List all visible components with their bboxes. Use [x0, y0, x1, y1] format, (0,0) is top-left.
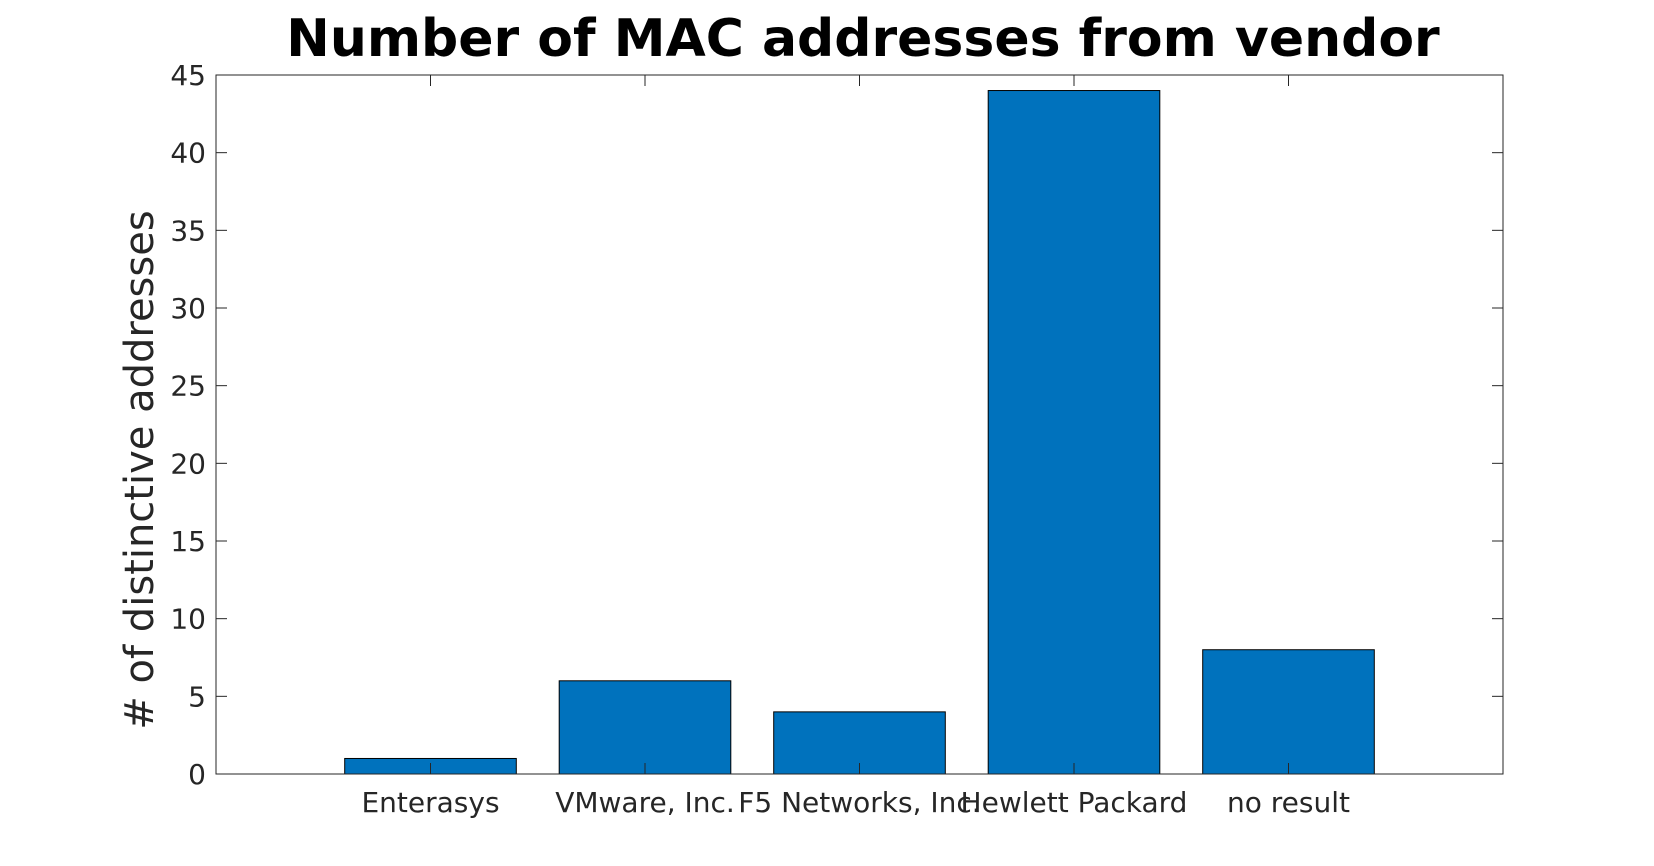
x-tick-label: F5 Networks, Inc. [738, 786, 980, 819]
x-tick-label: VMware, Inc. [555, 786, 735, 819]
plot-area-frame [215, 74, 1504, 775]
y-tick-label: 0 [188, 758, 206, 791]
y-axis-label: # of distinctive addresses [117, 210, 163, 729]
x-tick-label: Enterasys [361, 786, 499, 819]
y-tick-label: 25 [170, 370, 206, 403]
y-tick-label: 30 [170, 292, 206, 325]
bar-vmware-inc [558, 680, 732, 775]
x-tick-label: no result [1227, 786, 1350, 819]
bar-hewlett-packard [987, 90, 1161, 775]
y-tick-label: 10 [170, 603, 206, 636]
y-tick-label: 35 [170, 214, 206, 247]
y-tick-label: 5 [188, 680, 206, 713]
y-tick-label: 15 [170, 525, 206, 558]
y-tick-label: 45 [170, 59, 206, 92]
ticks-group [216, 74, 1503, 775]
bar-no-result [1202, 649, 1375, 775]
x-tick-label: Hewlett Packard [961, 786, 1188, 819]
y-tick-label: 40 [170, 137, 206, 170]
bars-group [344, 90, 1375, 775]
chart-title: Number of MAC addresses from vendor [286, 9, 1440, 69]
y-tick-labels: 0 5 10 15 20 25 30 35 40 45 [170, 59, 206, 791]
y-tick-label: 20 [170, 447, 206, 480]
x-tick-labels: Enterasys VMware, Inc. F5 Networks, Inc.He… [361, 786, 1350, 819]
